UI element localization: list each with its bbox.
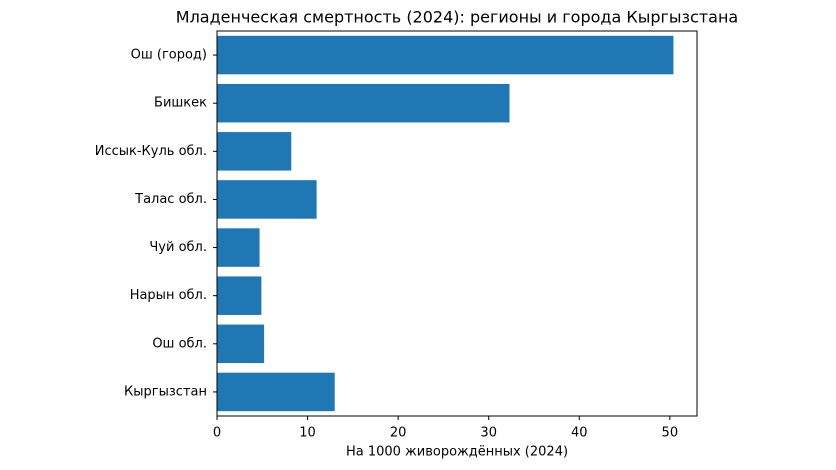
plot-frame — [216, 30, 698, 417]
x-axis-label: На 1000 живорождённых (2024) — [346, 445, 568, 460]
y-tick-label: Нарын обл. — [130, 288, 207, 303]
y-tick-label: Чуй обл. — [149, 240, 207, 255]
y-tick-label: Бишкек — [154, 96, 207, 111]
x-tick-label: 20 — [390, 426, 407, 441]
bar — [217, 132, 292, 171]
x-tick-label: 0 — [213, 426, 221, 441]
bar — [217, 276, 262, 315]
y-tick-label: Ош обл. — [152, 336, 207, 351]
y-tick-label: Ош (город) — [131, 48, 207, 63]
x-tick-label: 10 — [299, 426, 316, 441]
bar — [217, 372, 335, 412]
x-tick-label: 30 — [480, 426, 497, 441]
bar — [217, 180, 317, 219]
y-tick-label: Кыргызстан — [124, 384, 207, 399]
y-tick-label: Талас обл. — [134, 192, 207, 207]
bar — [217, 228, 260, 267]
x-tick-label: 40 — [571, 426, 588, 441]
bar — [217, 83, 510, 123]
chart-title: Младенческая смертность (2024): регионы … — [176, 8, 738, 27]
bar — [217, 35, 674, 75]
y-tick-label: Иссык-Куль обл. — [95, 144, 207, 159]
bar — [217, 324, 265, 364]
x-tick-label: 50 — [662, 426, 679, 441]
